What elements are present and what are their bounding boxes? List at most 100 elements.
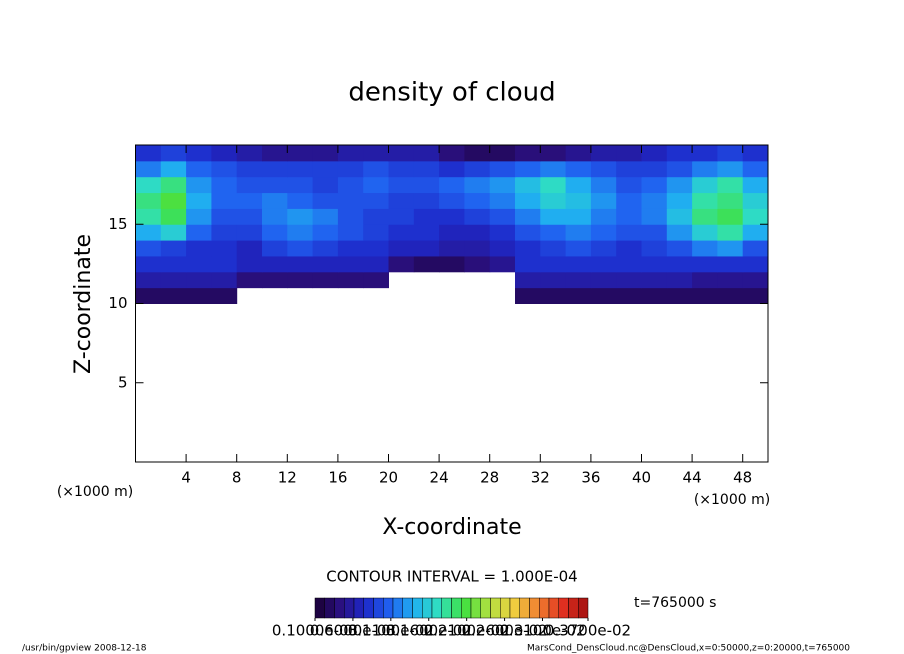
density-cell <box>413 224 440 241</box>
density-cell <box>413 145 440 162</box>
colorbar-tick-label: 0.1000e-03 <box>272 622 358 640</box>
density-cell <box>236 192 263 209</box>
density-cell <box>540 160 567 178</box>
density-cell <box>717 176 744 194</box>
density-cell <box>590 271 617 289</box>
density-cell <box>666 208 693 225</box>
density-cell <box>388 160 415 178</box>
density-cell <box>388 255 415 273</box>
density-cell <box>590 255 617 273</box>
density-cell <box>742 255 769 273</box>
density-cell <box>540 255 567 273</box>
colorbar-segment <box>539 597 550 619</box>
density-cell <box>464 255 491 273</box>
density-cell <box>666 271 693 289</box>
footer: MarsCond_DensCloud.nc@DensCloud,x=0:5000… <box>527 644 850 654</box>
density-cell <box>186 192 212 209</box>
density-cell <box>211 145 238 162</box>
density-cell <box>616 145 642 162</box>
density-cell <box>515 224 541 241</box>
density-cell <box>616 255 642 273</box>
density-cell <box>464 160 491 178</box>
density-cell <box>160 160 187 178</box>
density-cell <box>515 160 541 178</box>
density-cell <box>540 208 567 225</box>
x-tick-label: 28 <box>480 469 499 487</box>
density-cell <box>590 145 617 162</box>
density-cell <box>616 224 642 241</box>
density-cell <box>312 240 339 257</box>
density-cell <box>160 287 187 304</box>
density-cell <box>590 176 617 194</box>
density-cell <box>236 271 263 289</box>
density-cell <box>717 287 744 304</box>
density-cell <box>489 255 516 273</box>
colorbar-segment <box>470 597 481 619</box>
density-cell <box>363 192 389 209</box>
colorbar-segment <box>373 597 384 619</box>
density-cell <box>186 176 212 194</box>
density-cell <box>641 208 668 225</box>
density-cell <box>135 192 162 209</box>
density-cell <box>439 192 465 209</box>
density-cell <box>236 224 263 241</box>
colorbar-segment <box>402 597 413 619</box>
density-cell <box>540 176 567 194</box>
density-cell <box>363 224 389 241</box>
density-cell <box>262 271 288 289</box>
density-cell <box>160 145 187 162</box>
colorbar-segment <box>431 597 442 619</box>
density-cell <box>135 271 162 289</box>
density-cell <box>186 145 212 162</box>
x-tick-label: 4 <box>181 469 191 487</box>
density-cell <box>692 192 718 209</box>
density-cell <box>211 224 238 241</box>
density-cell <box>692 240 718 257</box>
density-cell <box>160 271 187 289</box>
density-cell <box>515 255 541 273</box>
density-cell <box>742 160 769 178</box>
density-cell <box>742 287 769 304</box>
colorbar-segment <box>568 597 579 619</box>
density-cell <box>666 145 693 162</box>
colorbar-segment <box>480 597 491 619</box>
density-cell <box>540 224 567 241</box>
density-cell <box>616 192 642 209</box>
colorbar-tick-label: 0.2100e-02 <box>424 622 510 640</box>
density-cell <box>186 240 212 257</box>
density-cell <box>363 208 389 225</box>
density-cell <box>312 145 339 162</box>
density-cell <box>666 240 693 257</box>
density-cell <box>540 145 567 162</box>
density-cell <box>742 192 769 209</box>
density-cell <box>565 224 592 241</box>
colorbar-segment <box>451 597 462 619</box>
x-tick-label: 32 <box>531 469 550 487</box>
colorbar-segment <box>519 597 530 619</box>
density-cell <box>211 271 238 289</box>
density-cell <box>616 287 642 304</box>
density-cell <box>186 208 212 225</box>
density-cell <box>388 176 415 194</box>
density-cell <box>641 240 668 257</box>
colorbar-segment <box>548 597 559 619</box>
density-cell <box>641 224 668 241</box>
density-cell <box>489 145 516 162</box>
density-cell <box>236 160 263 178</box>
density-cell <box>337 192 364 209</box>
colorbar-segment <box>558 597 569 619</box>
density-cell <box>742 208 769 225</box>
contour-interval: CONTOUR INTERVAL = 1.000E-04 <box>326 568 577 586</box>
density-cell <box>186 160 212 178</box>
y-tick-label: 10 <box>108 294 127 312</box>
density-cell <box>312 208 339 225</box>
density-cell <box>489 240 516 257</box>
density-cell <box>692 145 718 162</box>
x-tick-label: 48 <box>733 469 752 487</box>
density-cell <box>287 271 314 289</box>
density-cell <box>666 176 693 194</box>
density-cell <box>211 160 238 178</box>
density-cell <box>515 208 541 225</box>
density-cell <box>565 176 592 194</box>
density-cell <box>287 255 314 273</box>
